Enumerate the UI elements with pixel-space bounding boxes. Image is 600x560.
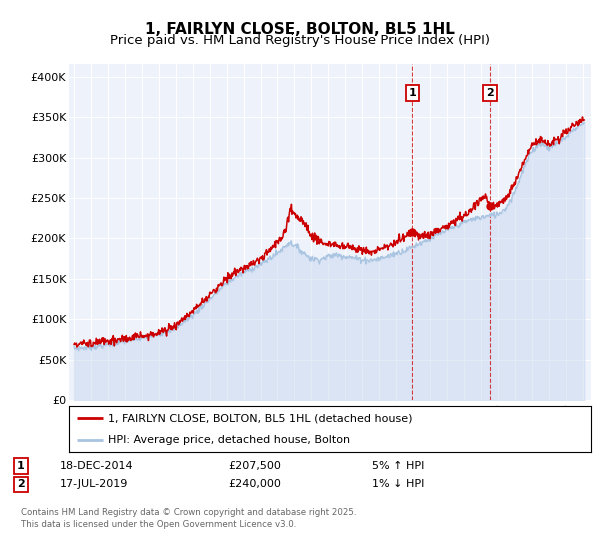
Text: 18-DEC-2014: 18-DEC-2014 <box>60 461 134 471</box>
Text: Price paid vs. HM Land Registry's House Price Index (HPI): Price paid vs. HM Land Registry's House … <box>110 34 490 46</box>
Text: 2: 2 <box>486 88 494 98</box>
Text: £207,500: £207,500 <box>228 461 281 471</box>
Text: 1: 1 <box>409 88 416 98</box>
Text: £240,000: £240,000 <box>228 479 281 489</box>
Text: 2: 2 <box>17 479 25 489</box>
Text: HPI: Average price, detached house, Bolton: HPI: Average price, detached house, Bolt… <box>108 435 350 445</box>
Text: 1, FAIRLYN CLOSE, BOLTON, BL5 1HL: 1, FAIRLYN CLOSE, BOLTON, BL5 1HL <box>145 22 455 38</box>
Text: Contains HM Land Registry data © Crown copyright and database right 2025.
This d: Contains HM Land Registry data © Crown c… <box>21 508 356 529</box>
Text: 1% ↓ HPI: 1% ↓ HPI <box>372 479 424 489</box>
Text: 1: 1 <box>17 461 25 471</box>
Text: 5% ↑ HPI: 5% ↑ HPI <box>372 461 424 471</box>
Text: 17-JUL-2019: 17-JUL-2019 <box>60 479 128 489</box>
Text: 1, FAIRLYN CLOSE, BOLTON, BL5 1HL (detached house): 1, FAIRLYN CLOSE, BOLTON, BL5 1HL (detac… <box>108 413 413 423</box>
